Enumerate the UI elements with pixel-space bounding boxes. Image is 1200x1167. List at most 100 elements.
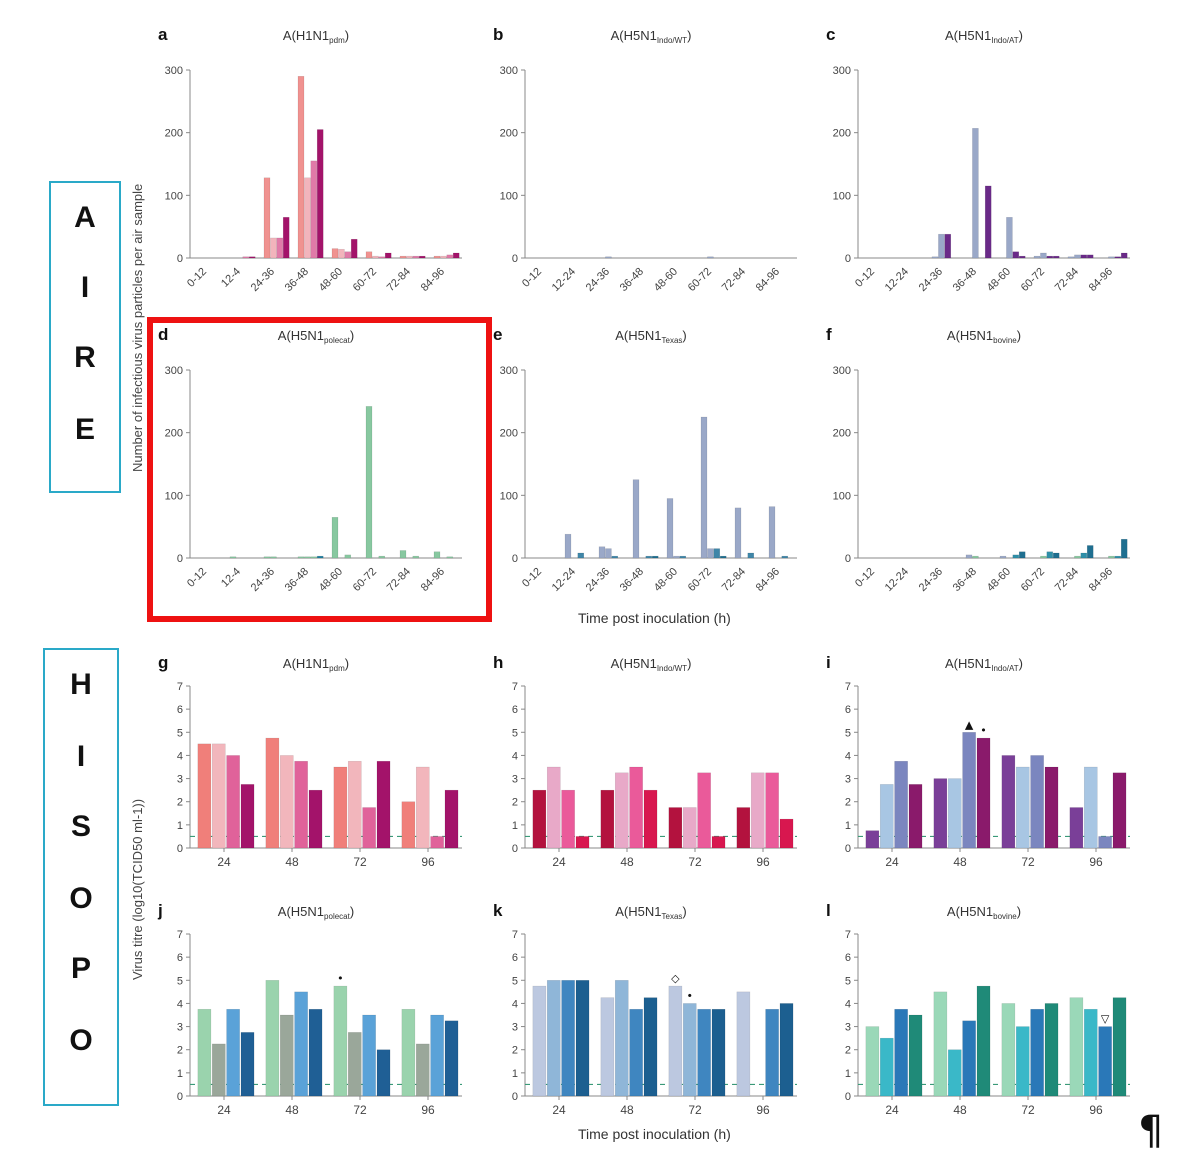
panel-letter: d (158, 325, 168, 344)
y-tick-label: 5 (512, 975, 518, 987)
significance-marker: ▽ (1101, 1013, 1110, 1026)
x-tick-label: 48 (285, 855, 299, 869)
bar (347, 1032, 362, 1097)
x-tick-label: 60-72 (686, 266, 714, 294)
bar (347, 760, 362, 849)
bar (682, 807, 697, 849)
swab-x-axis-title: Time post inoculation (h) (578, 1126, 731, 1142)
bar (976, 737, 991, 849)
panel-letter: j (157, 901, 163, 920)
x-tick-label: 84-96 (754, 566, 782, 594)
bar (440, 255, 447, 259)
bar (972, 128, 979, 259)
y-tick-label: 0 (845, 1091, 851, 1103)
chart-title-main: A(H5N1 (278, 328, 324, 343)
bar (947, 1049, 962, 1097)
x-tick-label: 36-48 (283, 266, 311, 294)
y-tick-label: 0 (512, 1091, 518, 1103)
bar (1086, 254, 1094, 259)
y-tick-label: 2 (845, 1045, 851, 1057)
y-tick-label: 200 (833, 128, 851, 140)
bar (564, 533, 572, 559)
x-tick-label: 48 (953, 1103, 967, 1117)
y-tick-label: 0 (512, 553, 518, 565)
x-tick-label: 24-36 (584, 266, 612, 294)
y-tick-label: 200 (500, 428, 518, 440)
chart-title-subscript: Texas (662, 912, 683, 921)
bar (263, 556, 271, 559)
x-tick-label: 72 (1021, 1103, 1035, 1117)
bar (229, 556, 237, 559)
bar (1012, 554, 1020, 559)
hisopo-letter: P (70, 952, 91, 985)
y-tick-label: 300 (833, 65, 851, 77)
x-tick-label: 12-24 (883, 566, 911, 594)
chart-title-main: A(H5N1 (947, 904, 993, 919)
bar (248, 256, 256, 259)
bar (365, 406, 373, 559)
chart-panel-b: b A(H5N1Indo/WT) 0 100 200 300 0-12 12-24 24-36 3… (485, 22, 805, 312)
bar (894, 760, 908, 849)
x-tick-label: 0-12 (853, 566, 877, 590)
panel-letter: f (826, 325, 832, 344)
bar (308, 789, 323, 849)
y-tick-label: 6 (177, 704, 183, 716)
panel-letter: h (493, 653, 503, 672)
chart-panel-i: i A(H5N1Indo/AT) 0 1 2 3 4 5 6 7 24 48 72 96 ▲ • (818, 650, 1138, 890)
hisopo-letter: H (70, 668, 92, 701)
chart-title: A(H5N1Indo/WT) (611, 28, 692, 45)
x-tick-label: 48 (953, 855, 967, 869)
bar (1015, 1026, 1030, 1097)
bar (362, 1014, 376, 1097)
bar (1083, 1008, 1098, 1097)
bar (713, 548, 721, 559)
chart-title-main: A(H5N1 (945, 28, 991, 43)
bar (1012, 251, 1020, 259)
y-tick-label: 2 (512, 797, 518, 809)
bar (605, 256, 612, 259)
bar (611, 555, 619, 559)
swab-y-axis-title: Virus titre (log10(TCID50 ml-1)) (130, 798, 145, 980)
bar (1030, 755, 1044, 849)
y-tick-label: 4 (512, 750, 518, 762)
x-tick-label: 72-84 (720, 566, 748, 594)
x-tick-label: 84-96 (1087, 266, 1115, 294)
y-tick-label: 100 (500, 490, 518, 502)
bar (976, 985, 991, 1097)
bar (240, 784, 255, 849)
chart-title-main: A(H1N1 (283, 656, 329, 671)
bar (1098, 836, 1112, 849)
bar (1006, 217, 1013, 259)
bar (1069, 997, 1084, 1097)
bar (401, 1008, 416, 1097)
y-tick-label: 300 (500, 365, 518, 377)
bar (879, 784, 894, 849)
x-tick-label: 24 (217, 855, 231, 869)
chart-title: A(H5N1polecat) (278, 328, 354, 345)
bar (333, 766, 348, 849)
bar (304, 556, 311, 559)
chart-title-subscript: Indo/WT (657, 664, 687, 673)
bar (1098, 1026, 1112, 1097)
bar (682, 1003, 697, 1097)
chart-title-end: ) (345, 28, 349, 43)
bar (768, 506, 776, 559)
bar (711, 836, 726, 849)
bar (600, 789, 615, 849)
chart-svg: j A(H5N1polecat) 0 1 2 3 4 5 6 7 24 48 72 96 • (157, 901, 462, 1117)
bar (226, 755, 240, 849)
bar (865, 830, 880, 849)
bar (412, 255, 420, 259)
y-tick-label: 300 (165, 365, 183, 377)
y-tick-label: 7 (512, 681, 518, 693)
y-tick-label: 3 (845, 1022, 851, 1034)
chart-title-subscript: bovine (993, 336, 1017, 345)
bar (598, 546, 606, 559)
bar (399, 255, 407, 259)
panel-letter: a (158, 25, 168, 44)
bar (532, 789, 547, 849)
bar (546, 980, 561, 1097)
y-tick-label: 0 (845, 253, 851, 265)
y-tick-label: 4 (845, 750, 851, 762)
